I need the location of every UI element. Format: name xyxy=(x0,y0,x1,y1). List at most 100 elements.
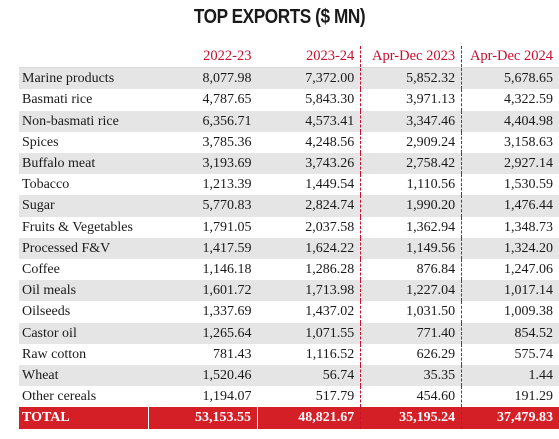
value-cell: 1,437.02 xyxy=(305,304,355,320)
row-label: Tobacco xyxy=(22,177,70,193)
value-cell: 8,077.98 xyxy=(148,67,258,90)
value-cell: 5,843.30 xyxy=(305,92,355,108)
value-cell: 1,337.69 xyxy=(202,304,252,320)
total-value-cell: 53,153.55 xyxy=(147,407,258,429)
header-row: 2022-23 2023-24 Apr-Dec 2023 Apr-Dec 202… xyxy=(19,46,559,69)
row-label: Oil meals xyxy=(19,280,149,302)
row-label: Raw cotton xyxy=(22,346,87,362)
row-label: Oilseeds xyxy=(22,304,71,320)
value-cell: 1,530.59 xyxy=(461,174,559,196)
value-cell: 781.43 xyxy=(212,346,252,362)
row-label: Other cereals xyxy=(22,389,97,405)
value-cell: 3,193.69 xyxy=(148,153,258,175)
value-cell: 6,356.71 xyxy=(148,110,258,132)
value-cell: 854.52 xyxy=(461,322,559,344)
value-cell: 1,362.94 xyxy=(360,216,462,238)
total-label: TOTAL xyxy=(19,407,149,429)
value-cell: 1,286.28 xyxy=(305,262,355,278)
row-label: Spices xyxy=(22,134,59,150)
value-cell: 5,852.32 xyxy=(360,67,462,90)
value-cell: 3,743.26 xyxy=(257,153,361,175)
value-cell: 1,213.39 xyxy=(202,177,252,193)
total-value-cell: 48,821.67 xyxy=(256,407,361,429)
table-row: Sugar 5,770.83 2,824.74 1,990.20 1,476.44 xyxy=(19,195,559,217)
value-cell: 1,990.20 xyxy=(360,195,462,217)
value-cell: 1,149.56 xyxy=(360,237,462,260)
value-cell: 1,265.64 xyxy=(148,322,258,344)
value-cell: 1,449.54 xyxy=(305,177,355,193)
row-label: Marine products xyxy=(19,67,149,90)
value-cell: 1,017.14 xyxy=(461,280,559,302)
value-cell: 771.40 xyxy=(360,322,462,344)
row-label: Coffee xyxy=(22,262,60,278)
column-header: 2023-24 xyxy=(257,46,361,69)
table-row: Fruits & Vegetables 1,791.05 2,037.58 1,362… xyxy=(19,216,559,238)
table-row: Castor oil 1,265.64 1,071.55 771.40 854.52 xyxy=(19,322,559,344)
table-row: Tobacco 1,213.39 1,449.54 1,110.56 1,530.59 xyxy=(19,174,559,196)
table-body: Marine products 8,077.98 7,372.00 5,852.32 5… xyxy=(19,67,559,429)
value-cell: 1.44 xyxy=(461,365,559,387)
table-row: Other cereals 1,194.07 517.79 454.60 191.29 xyxy=(19,386,559,408)
header-label-cell xyxy=(19,46,149,69)
value-cell: 3,971.13 xyxy=(360,89,462,111)
chart-title: TOP EXPORTS ($ MN) xyxy=(193,6,366,28)
value-cell: 2,927.14 xyxy=(461,153,559,175)
row-label: Basmati rice xyxy=(22,92,93,108)
value-cell: 4,573.41 xyxy=(257,110,361,132)
table-row: Oilseeds 1,337.69 1,437.02 1,031.50 1,009.38 xyxy=(19,301,559,323)
row-label: Buffalo meat xyxy=(19,153,149,175)
value-cell: 7,372.00 xyxy=(257,67,361,90)
value-cell: 1,520.46 xyxy=(148,365,258,387)
value-cell: 1,031.50 xyxy=(360,301,462,323)
value-cell: 454.60 xyxy=(360,386,462,408)
value-cell: 4,787.65 xyxy=(202,92,252,108)
value-cell: 1,009.38 xyxy=(461,301,559,323)
table-row: Non-basmati rice 6,356.71 4,573.41 3,347.46… xyxy=(19,110,559,132)
column-header: Apr-Dec 2023 xyxy=(360,46,462,69)
exports-table: 2022-23 2023-24 Apr-Dec 2023 Apr-Dec 202… xyxy=(19,46,559,429)
value-cell: 191.29 xyxy=(461,386,559,408)
value-cell: 1,713.98 xyxy=(257,280,361,302)
value-cell: 2,037.58 xyxy=(305,219,355,235)
table-row: Oil meals 1,601.72 1,713.98 1,227.04 1,017.1… xyxy=(19,280,559,302)
value-cell: 575.74 xyxy=(461,343,559,366)
value-cell: 3,347.46 xyxy=(360,110,462,132)
column-header: 2022-23 xyxy=(148,46,258,69)
value-cell: 1,417.59 xyxy=(148,237,258,260)
table-row: Buffalo meat 3,193.69 3,743.26 2,758.42 2,92… xyxy=(19,153,559,175)
column-header: Apr-Dec 2024 xyxy=(461,46,559,69)
total-value-cell: 35,195.24 xyxy=(360,407,462,429)
value-cell: 517.79 xyxy=(315,389,355,405)
row-label: Sugar xyxy=(19,195,149,217)
table-row: Spices 3,785.36 4,248.56 2,909.24 3,158.63 xyxy=(19,131,559,154)
value-cell: 1,116.52 xyxy=(305,346,355,362)
value-cell: 3,785.36 xyxy=(202,134,252,150)
value-cell: 1,348.73 xyxy=(461,216,559,238)
value-cell: 4,322.59 xyxy=(461,89,559,111)
total-value-cell: 37,479.83 xyxy=(461,407,559,429)
value-cell: 5,678.65 xyxy=(461,67,559,90)
value-cell: 3,158.63 xyxy=(461,131,559,154)
value-cell: 5,770.83 xyxy=(148,195,258,217)
row-label: Non-basmati rice xyxy=(19,110,149,132)
table-row: Processed F&V 1,417.59 1,624.22 1,149.56 1,3… xyxy=(19,237,559,260)
value-cell: 1,110.56 xyxy=(360,174,462,196)
value-cell: 876.84 xyxy=(360,259,462,281)
row-label: Processed F&V xyxy=(19,237,149,260)
value-cell: 4,404.98 xyxy=(461,110,559,132)
value-cell: 35.35 xyxy=(360,365,462,387)
total-row: TOTAL 53,153.55 48,821.67 35,195.24 37,479.8… xyxy=(19,407,559,429)
row-label: Castor oil xyxy=(19,322,149,344)
value-cell: 1,194.07 xyxy=(202,389,252,405)
value-cell: 1,791.05 xyxy=(202,219,252,235)
value-cell: 626.29 xyxy=(360,343,462,366)
value-cell: 2,824.74 xyxy=(257,195,361,217)
table-row: Basmati rice 4,787.65 5,843.30 3,971.13 4,32… xyxy=(19,89,559,111)
value-cell: 1,247.06 xyxy=(461,259,559,281)
table-row: Coffee 1,146.18 1,286.28 876.84 1,247.06 xyxy=(19,259,559,281)
value-cell: 2,909.24 xyxy=(360,131,462,154)
table-row: Marine products 8,077.98 7,372.00 5,852.32 5… xyxy=(19,67,559,90)
value-cell: 1,324.20 xyxy=(461,237,559,260)
value-cell: 1,071.55 xyxy=(257,322,361,344)
value-cell: 1,624.22 xyxy=(257,237,361,260)
